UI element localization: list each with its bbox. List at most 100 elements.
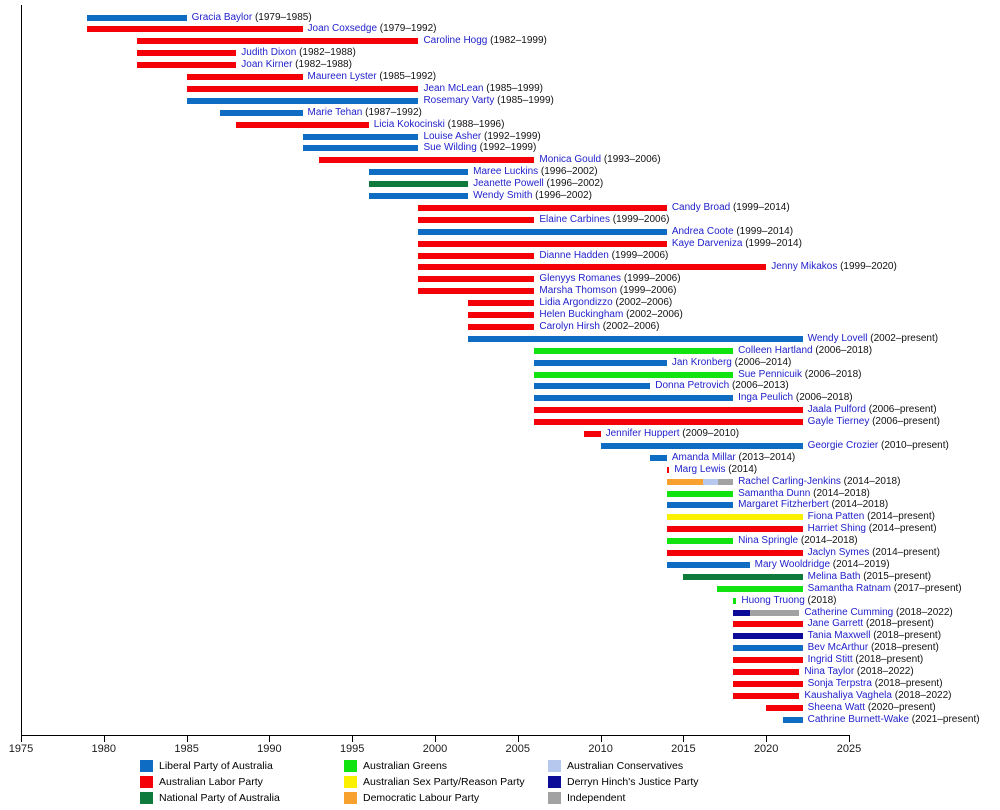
member-name[interactable]: Rachel Carling-Jenkins [738, 475, 841, 487]
member-name[interactable]: Louise Asher [423, 130, 482, 142]
member-name[interactable]: Joan Coxsedge [307, 23, 378, 35]
timeline-bar-segment [418, 228, 667, 235]
member-name[interactable]: Jennifer Huppert [605, 428, 680, 439]
member-name[interactable]: Lidia Argondizzo [539, 297, 613, 309]
member-label: Maureen Lyster (1985–1992) [308, 71, 437, 83]
member-name[interactable]: Tania Maxwell [807, 630, 871, 642]
member-name[interactable]: Colleen Hartland [738, 344, 813, 356]
member-name[interactable]: Jeanette Powell [473, 178, 544, 190]
member-name[interactable]: Kaye Darveniza [671, 237, 743, 249]
x-axis-tick [766, 736, 768, 742]
member-name[interactable]: Sue Wilding [423, 142, 477, 154]
legend-label: Australian Greens [363, 760, 448, 772]
member-label: Bev McArthur (2018–present) [808, 642, 939, 654]
timeline-bar-segment [418, 276, 535, 283]
member-name[interactable]: Donna Petrovich [655, 380, 730, 392]
x-axis-tick-label: 1985 [174, 743, 199, 755]
x-axis-tick-label: 2025 [836, 743, 862, 755]
member-label: Dianne Hadden (1999–2006) [539, 250, 668, 262]
member-label: Wendy Lovell (2002–present) [808, 333, 938, 345]
member-name[interactable]: Andrea Coote [671, 225, 734, 237]
member-name[interactable]: Joan Kirner [241, 59, 293, 71]
member-name[interactable]: Sue Pennicuik [738, 368, 803, 380]
member-name[interactable]: Gayle Tierney [807, 416, 870, 428]
timeline-bar-segment [186, 85, 419, 92]
timeline-bar-segment [87, 14, 187, 21]
member-period: (2006–2018) [793, 392, 853, 404]
legend-item: Australian Sex Party/Reason Party [344, 776, 525, 788]
member-name[interactable]: Jean McLean [423, 82, 484, 94]
member-name[interactable]: Gracia Baylor [191, 11, 253, 23]
member-name[interactable]: Ingrid Stitt [807, 654, 853, 666]
member-name[interactable]: Sheena Watt [807, 701, 866, 713]
member-name[interactable]: Melina Bath [807, 570, 861, 582]
member-name[interactable]: Jaclyn Symes [807, 547, 870, 558]
member-name[interactable]: Catherine Cumming [804, 606, 894, 618]
member-name[interactable]: Harriet Shing [807, 523, 866, 535]
timeline-bar-segment [534, 419, 803, 426]
x-axis-tick-label: 1990 [257, 743, 282, 755]
member-name[interactable]: Cathrine Burnett-Wake [807, 713, 909, 725]
timeline-bar-segment [666, 490, 734, 497]
member-label: Nina Taylor (2018–2022) [804, 666, 913, 678]
member-name[interactable]: Monica Gould [539, 154, 602, 166]
member-name[interactable]: Wendy Smith [473, 190, 533, 201]
member-name[interactable]: Jenny Mikakos [771, 261, 838, 273]
member-label: Jenny Mikakos (1999–2020) [771, 261, 897, 273]
member-name[interactable]: Nina Taylor [804, 666, 855, 677]
member-name[interactable]: Marg Lewis [674, 463, 726, 475]
member-name[interactable]: Wendy Lovell [807, 332, 868, 344]
timeline-bar-segment [418, 264, 767, 271]
member-name[interactable]: Jan Kronberg [671, 356, 732, 368]
member-name[interactable]: Bev McArthur [807, 642, 869, 654]
member-name[interactable]: Licia Kokocinski [373, 118, 445, 130]
x-axis-tick-label: 2015 [671, 743, 696, 755]
member-name[interactable]: Mary Wooldridge [754, 558, 831, 570]
member-period: (2017–present) [891, 582, 962, 594]
timeline-bar-segment [782, 716, 803, 723]
timeline-bar-segment [733, 633, 803, 640]
member-name[interactable]: Huong Truong [741, 594, 805, 606]
member-name[interactable]: Kaushaliya Vaghela [804, 689, 892, 701]
x-axis-tick-label: 2005 [505, 743, 531, 755]
member-name[interactable]: Inga Peulich [738, 392, 794, 404]
member-name[interactable]: Marie Tehan [307, 106, 363, 118]
member-name[interactable]: Maree Luckins [473, 166, 539, 178]
member-name[interactable]: Elaine Carbines [539, 213, 610, 225]
member-name[interactable]: Georgie Crozier [807, 439, 879, 451]
member-name[interactable]: Amanda Millar [671, 451, 736, 463]
member-period: (2006–2018) [812, 344, 873, 356]
timeline-bar-segment [733, 609, 750, 616]
member-name[interactable]: Sonja Terpstra [807, 677, 872, 689]
legend-swatch [344, 776, 357, 788]
member-name[interactable]: Fiona Patten [807, 511, 865, 523]
member-name[interactable]: Glenyys Romanes [539, 273, 622, 285]
member-period: (1996–2002) [538, 166, 598, 178]
member-name[interactable]: Rosemary Varty [423, 94, 495, 106]
member-name[interactable]: Caroline Hogg [423, 35, 488, 47]
member-name[interactable]: Dianne Hadden [539, 249, 609, 261]
member-period: (1988–1996) [444, 118, 505, 130]
member-label: Licia Kokocinski (1988–1996) [374, 119, 505, 131]
member-name[interactable]: Judith Dixon [241, 47, 297, 59]
timeline-bar-segment [650, 454, 667, 461]
member-label: Jean McLean (1985–1999) [423, 83, 543, 95]
x-axis-tick [21, 736, 22, 742]
member-label: Andrea Coote (1999–2014) [672, 226, 793, 238]
member-name[interactable]: Jane Garrett [807, 618, 864, 630]
member-name[interactable]: Carolyn Hirsh [539, 320, 600, 332]
member-name[interactable]: Candy Broad [671, 201, 731, 213]
member-name[interactable]: Jaala Pulford [807, 404, 866, 416]
timeline-bar-segment [186, 74, 303, 80]
member-name[interactable]: Samantha Dunn [738, 487, 811, 499]
member-label: Jan Kronberg (2006–2014) [672, 357, 792, 369]
member-name[interactable]: Nina Springle [738, 535, 799, 547]
timeline-bar-segment [87, 26, 303, 33]
member-name[interactable]: Maureen Lyster [307, 71, 377, 82]
member-name[interactable]: Helen Buckingham [539, 309, 624, 320]
member-name[interactable]: Marsha Thomson [539, 285, 617, 297]
timeline-bar-segment [733, 597, 737, 604]
member-name[interactable]: Margaret Fitzherbert [738, 499, 829, 511]
member-name[interactable]: Samantha Ratnam [807, 582, 892, 594]
timeline-bar-segment [733, 692, 800, 699]
